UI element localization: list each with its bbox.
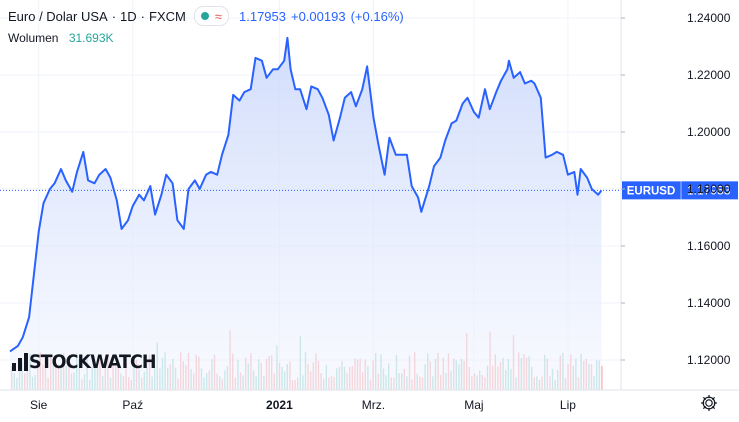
volume-value: 31.693K [68,31,114,45]
x-tick-label: Sie [30,398,48,412]
last-price-line: EURUSD 1.17953 [0,181,738,200]
gear-icon[interactable] [699,393,719,413]
x-tick-label: Mrz. [362,398,385,412]
y-tick-label: 1.20000 [687,125,731,139]
last-price: 1.17953 [239,8,286,24]
axes: 1.24000 1.22000 1.20000 1.18000 1.16000 1.140… [0,0,739,412]
price-area-fill [10,37,602,391]
stockwatch-logo: STOCKWATCH [12,351,167,373]
price-tag-value: 1.17953 [687,183,731,197]
legend-separator: · [111,8,117,24]
y-tick-label: 1.14000 [687,296,731,310]
chart-legend: Euro / Dolar USA · 1D · FXCM ≈ 1.17953 +… [8,6,404,26]
market-open-dot-icon [200,12,209,20]
market-status-pill[interactable]: ≈ [193,6,229,26]
volume-label[interactable]: Wolumen [8,31,59,45]
price-area [9,36,603,391]
exchange-label: FXCM [149,8,186,24]
x-tick-label: 2021 [266,398,293,412]
y-tick-label: 1.22000 [687,68,731,82]
legend-separator: · [140,8,146,24]
price-line [9,36,603,353]
price-tag-symbol: EURUSD [627,185,676,197]
y-tick-label: 1.16000 [687,239,731,253]
x-tick-label: Maj [464,398,483,412]
x-tick-label: Paź [122,398,143,412]
interval-label[interactable]: 1D [120,8,137,24]
volume-legend: Wolumen 31.693K [8,31,114,45]
volume-bar [601,365,603,390]
y-tick-label: 1.12000 [687,353,731,367]
price-change-percent: (+0.16%) [350,8,404,24]
bar-chart-logo-icon [12,353,28,371]
y-tick-label: 1.18000 [687,182,731,196]
y-tick-label: 1.24000 [687,11,731,25]
price-change: +0.00193 [291,8,346,24]
symbol-name[interactable]: Euro / Dolar USA [8,8,108,24]
price-tag-bg [622,181,738,200]
x-tick-label: Lip [560,398,576,412]
price-tag: EURUSD 1.17953 [622,181,738,200]
wave-icon: ≈ [214,8,222,24]
watermark-text: STOCKWATCH [29,351,157,373]
